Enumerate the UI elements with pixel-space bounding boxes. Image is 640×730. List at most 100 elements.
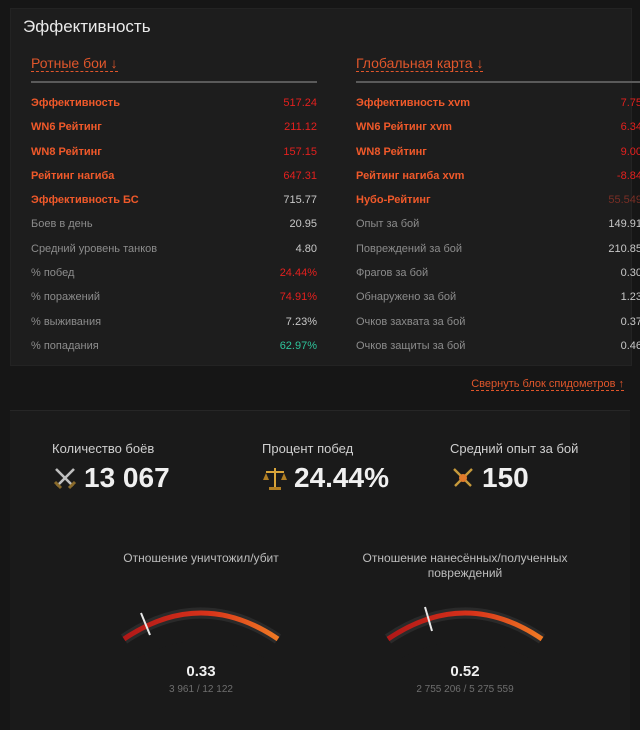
stat-value: 55.549 bbox=[608, 194, 640, 207]
stat-row: % побед 24.44% bbox=[31, 261, 317, 285]
stat-value: 647.31 bbox=[283, 169, 317, 182]
stat-label: % поражений bbox=[31, 291, 100, 304]
gauge-detail: 3 961 / 12 122 bbox=[169, 684, 233, 695]
gauge-needle bbox=[424, 606, 433, 632]
stat-row: Рейтинг нагиба 647.31 bbox=[31, 164, 317, 188]
stat-value: 0.46 bbox=[620, 339, 640, 352]
stat-label: Средний уровень танков bbox=[31, 242, 158, 255]
stat-value: 20.95 bbox=[289, 218, 317, 231]
stat-row: Очков захвата за бой 0.37 bbox=[356, 310, 640, 334]
stat-row: Эффективность 517.24 bbox=[31, 91, 317, 115]
stat-value: 210.85 bbox=[608, 242, 640, 255]
stat-value: 13 067 bbox=[84, 462, 170, 493]
stat-value: 715.77 bbox=[283, 194, 317, 207]
stat-value: 24.44% bbox=[279, 267, 317, 280]
stat-label: Обнаружено за бой bbox=[356, 291, 457, 304]
stat-row: % поражений 74.91% bbox=[31, 285, 317, 309]
stat-label: Опыт за бой bbox=[356, 218, 420, 231]
stat-label: % попадания bbox=[31, 339, 99, 352]
stat-label: WN6 Рейтинг bbox=[31, 121, 102, 134]
collapse-speedometers-label[interactable]: Свернуть блок спидометров ↑ bbox=[471, 378, 624, 391]
stat-row: % попадания 62.97% bbox=[31, 334, 317, 358]
scales-icon bbox=[263, 468, 287, 490]
stat-value: 149.91 bbox=[608, 218, 640, 231]
stat-title: Количество боёв bbox=[52, 441, 155, 456]
company-battles-column: Ротные бои ↓ Эффективность 517.24 WN6 Рей… bbox=[31, 55, 317, 358]
stat-value: 74.91% bbox=[279, 291, 317, 304]
stat-value: 6.34 bbox=[620, 121, 640, 134]
stat-row: Боев в день 20.95 bbox=[31, 212, 317, 236]
gauge-value: 0.33 bbox=[186, 663, 216, 680]
win-rate-stat: Процент побед 24.44% bbox=[262, 441, 389, 494]
company-battles-toggle[interactable]: Ротные бои ↓ bbox=[31, 55, 317, 83]
stat-row: Средний уровень танков 4.80 bbox=[31, 237, 317, 261]
global-map-header[interactable]: Глобальная карта ↓ bbox=[356, 55, 484, 72]
stat-label: Эффективность bbox=[31, 97, 120, 109]
stat-value: 4.80 bbox=[295, 242, 317, 255]
stat-label: Очков защиты за бой bbox=[356, 339, 466, 352]
stat-value: 1.23 bbox=[620, 291, 640, 304]
stat-value: 9.00 bbox=[620, 145, 640, 158]
stat-row: % выживания 7.23% bbox=[31, 310, 317, 334]
panel-title: Эффективность bbox=[23, 17, 151, 36]
stat-value: 157.15 bbox=[283, 145, 317, 158]
global-map-column: Глобальная карта ↓ Эффективность xvm 7.75… bbox=[356, 55, 640, 358]
stat-value: 7.75 bbox=[620, 97, 640, 109]
stat-label: % выживания bbox=[31, 315, 102, 328]
stat-row: WN6 Рейтинг 211.12 bbox=[31, 115, 317, 139]
stat-label: Нубо-Рейтинг bbox=[356, 194, 431, 207]
stat-row: Повреждений за бой 210.85 bbox=[356, 237, 640, 261]
stat-row: Фрагов за бой 0.30 bbox=[356, 261, 640, 285]
stat-row: Нубо-Рейтинг 55.549 bbox=[356, 188, 640, 212]
stat-row: Очков защиты за бой 0.46 bbox=[356, 334, 640, 358]
stat-row: Рейтинг нагиба xvm -8.84 bbox=[356, 164, 640, 188]
company-battles-header[interactable]: Ротные бои ↓ bbox=[31, 55, 118, 72]
collapse-speedometers-link[interactable]: Свернуть блок спидометров ↑ bbox=[471, 378, 624, 391]
stat-label: Эффективность xvm bbox=[356, 97, 471, 109]
stat-value: 517.24 bbox=[283, 97, 317, 109]
stat-value: 150 bbox=[482, 462, 529, 493]
stat-label: Повреждений за бой bbox=[356, 242, 463, 255]
stat-title: Средний опыт за бой bbox=[450, 441, 579, 456]
stat-row: Обнаружено за бой 1.23 bbox=[356, 285, 640, 309]
stat-row: Эффективность БС 715.77 bbox=[31, 188, 317, 212]
kill-death-gauge: Отношение уничтожил/убит 0.33 3 961 / 12… bbox=[86, 551, 316, 695]
stat-value: -8.84 bbox=[616, 169, 640, 182]
stat-label: Очков захвата за бой bbox=[356, 315, 466, 328]
stat-value: 0.30 bbox=[620, 267, 640, 280]
gauge-needle bbox=[140, 612, 151, 636]
stat-label: % побед bbox=[31, 267, 75, 280]
stat-label: WN6 Рейтинг xvm bbox=[356, 121, 452, 134]
stat-row: Эффективность xvm 7.75 bbox=[356, 91, 640, 115]
crossed-sabers-star-icon bbox=[453, 468, 473, 487]
stat-label: Рейтинг нагиба bbox=[31, 169, 115, 182]
damage-ratio-gauge: Отношение нанесённых/полученных поврежде… bbox=[350, 551, 580, 695]
stat-value: 211.12 bbox=[284, 121, 317, 134]
gauge-dial bbox=[384, 606, 546, 659]
stat-value: 62.97% bbox=[279, 339, 317, 352]
stat-value: 24.44% bbox=[294, 462, 389, 493]
stat-row: WN8 Рейтинг 157.15 bbox=[31, 140, 317, 164]
stat-row: WN6 Рейтинг xvm 6.34 bbox=[356, 115, 640, 139]
gauge-detail: 2 755 206 / 5 275 559 bbox=[416, 684, 514, 695]
stat-label: Эффективность БС bbox=[31, 194, 139, 207]
stat-label: Фрагов за бой bbox=[356, 267, 429, 280]
stat-row: WN8 Рейтинг 9.00 bbox=[356, 140, 640, 164]
stat-label: WN8 Рейтинг bbox=[356, 145, 427, 158]
global-map-toggle[interactable]: Глобальная карта ↓ bbox=[356, 55, 640, 83]
speedometers-panel: Количество боёв 13 067 Процент побед 24.… bbox=[10, 410, 630, 730]
stat-title: Процент побед bbox=[262, 441, 354, 456]
gauge-value: 0.52 bbox=[450, 663, 480, 680]
stat-label: Рейтинг нагиба xvm bbox=[356, 169, 465, 182]
stat-value: 0.37 bbox=[620, 315, 640, 328]
battles-count-stat: Количество боёв 13 067 bbox=[52, 441, 170, 494]
stat-row: Опыт за бой 149.91 bbox=[356, 212, 640, 236]
avg-exp-stat: Средний опыт за бой 150 bbox=[450, 441, 578, 494]
stat-label: Боев в день bbox=[31, 218, 93, 231]
crossed-swords-icon bbox=[53, 468, 77, 490]
stat-label: WN8 Рейтинг bbox=[31, 145, 102, 158]
gauge-title: Отношение уничтожил/убит bbox=[123, 551, 279, 565]
gauge-title: Отношение нанесённых/полученных поврежде… bbox=[362, 551, 568, 580]
gauge-dial bbox=[120, 607, 282, 659]
efficiency-panel: Эффективность Ротные бои ↓ Эффективность… bbox=[10, 8, 640, 366]
